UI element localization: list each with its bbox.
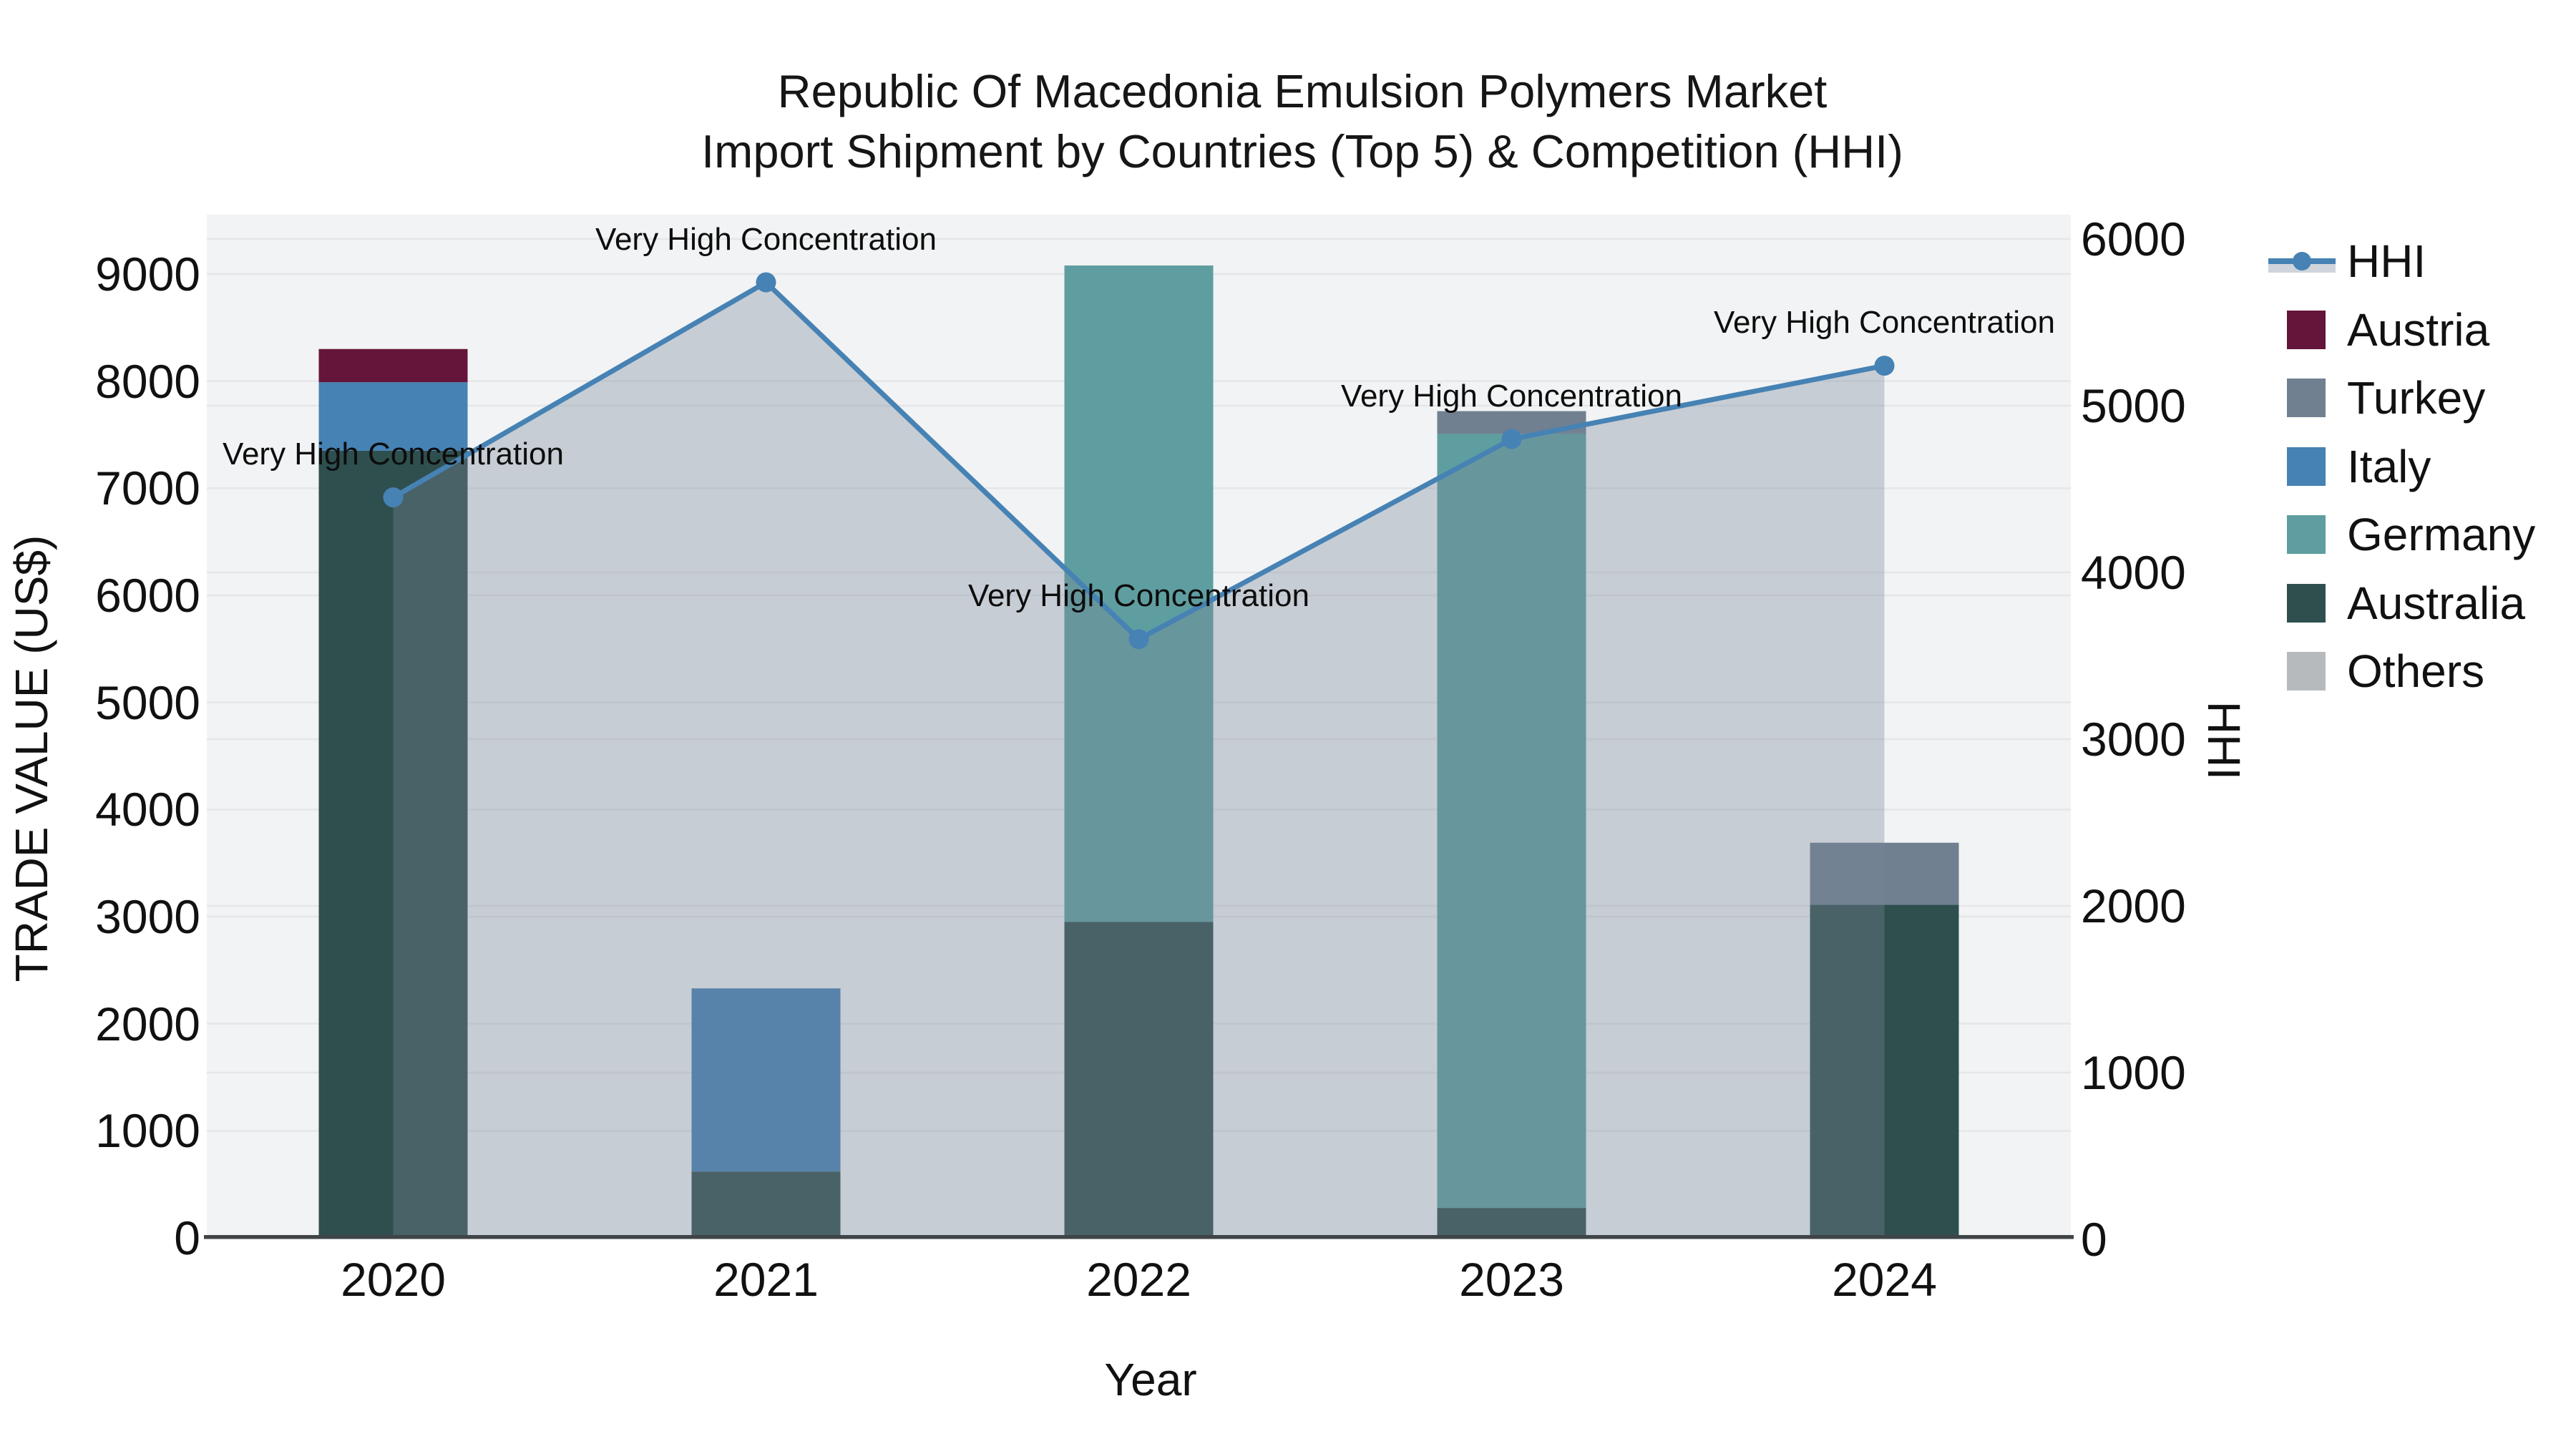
chart-title-line2: Import Shipment by Countries (Top 5) & C…	[701, 125, 1903, 177]
bar-segment-turkey-2024	[1810, 842, 1959, 905]
legend-label-australia: Australia	[2347, 577, 2525, 629]
legend-label-hhi: HHI	[2347, 235, 2426, 287]
legend-label-austria: Austria	[2347, 303, 2490, 356]
hhi-marker-2021	[756, 272, 776, 293]
x-axis-line	[204, 1235, 2074, 1239]
chart-title-line1: Republic Of Macedonia Emulsion Polymers …	[777, 65, 1828, 117]
hhi-marker-2020	[383, 487, 404, 508]
legend-swatch-turkey	[2287, 379, 2326, 417]
bar-segment-austria-2020	[318, 348, 468, 383]
chart-title: Republic Of Macedonia Emulsion Polymers …	[701, 62, 1903, 182]
bar-segment-australia-2022	[1064, 922, 1214, 1238]
hhi-marker-2023	[1501, 429, 1522, 449]
bar-segment-australia-2021	[691, 1171, 841, 1238]
bar-segment-italy-2021	[691, 988, 841, 1172]
left-y-axis-title: TRADE VALUE (US$)	[6, 535, 57, 982]
x-axis-title: Year	[1104, 1354, 1197, 1405]
legend-swatch-germany	[2287, 515, 2326, 554]
hhi-marker-2024	[1874, 356, 1895, 376]
bar-segment-germany-2023	[1437, 434, 1586, 1209]
hhi-area-fill	[393, 282, 1885, 1239]
legend-swatch-australia	[2287, 583, 2326, 623]
bar-segment-australia-2020	[318, 450, 468, 1239]
legend-label-turkey: Turkey	[2347, 372, 2486, 424]
legend-swatch-italy	[2287, 447, 2326, 486]
legend-label-italy: Italy	[2347, 440, 2431, 492]
bar-segment-australia-2023	[1437, 1208, 1586, 1238]
legend-swatch-hhi-marker	[2293, 252, 2311, 270]
bar-segment-italy-2020	[318, 382, 468, 451]
right-y-axis-title: HHI	[2198, 701, 2250, 781]
legend-swatch-austria	[2287, 310, 2326, 349]
bar-segment-australia-2024	[1810, 904, 1959, 1238]
legend-label-germany: Germany	[2347, 509, 2536, 560]
legend-swatch-others	[2287, 652, 2326, 691]
legend-label-others: Others	[2347, 645, 2485, 697]
hhi-marker-2022	[1128, 629, 1149, 650]
